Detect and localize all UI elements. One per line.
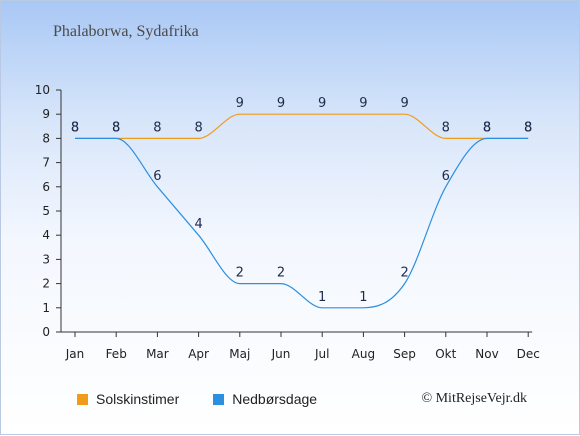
legend-swatch-sun: [77, 393, 88, 405]
y-tick-label: 10: [35, 83, 50, 97]
copyright-notice: © MitRejseVejr.dk: [421, 391, 527, 406]
y-tick-label: 8: [42, 131, 50, 145]
data-label-rain: 8: [112, 120, 120, 135]
x-tick-label: Feb: [106, 347, 127, 361]
data-label-rain: 6: [153, 169, 161, 184]
data-label-rain: 8: [71, 120, 79, 135]
data-label-sun: 9: [277, 96, 285, 111]
y-tick-label: 5: [42, 204, 50, 218]
data-label-sun: 8: [524, 120, 532, 135]
legend-item-sun: Solskinstimer: [77, 391, 179, 407]
data-label-rain: 6: [442, 169, 450, 184]
legend-label-rain: Nedbørsdage: [232, 391, 318, 407]
data-label-sun: 9: [318, 96, 326, 111]
y-tick-label: 6: [42, 180, 50, 194]
data-label-rain: 2: [277, 266, 285, 281]
data-label-sun: 8: [442, 120, 450, 135]
series-line-rain: [74, 137, 529, 309]
data-label-rain: 2: [400, 266, 408, 281]
x-tick-label: Jul: [314, 347, 329, 361]
y-tick-label: 3: [42, 252, 50, 266]
chart-title: Phalaborwa, Sydafrika: [53, 23, 199, 40]
legend: Solskinstimer Nedbørsdage: [77, 391, 351, 407]
y-tick-label: 2: [42, 277, 50, 291]
data-label-sun: 9: [359, 96, 367, 111]
data-label-sun: 8: [71, 120, 79, 135]
x-tick-label: Mar: [146, 347, 169, 361]
data-label-sun: 8: [112, 120, 120, 135]
series-line-sun: [74, 113, 529, 140]
x-tick-label: Okt: [435, 347, 456, 361]
x-tick-label: Aug: [352, 347, 375, 361]
legend-item-rain: Nedbørsdage: [213, 391, 317, 407]
x-tick-label: Sep: [393, 347, 416, 361]
data-label-sun: 9: [400, 96, 408, 111]
x-tick-label: Jan: [65, 347, 85, 361]
legend-label-sun: Solskinstimer: [96, 391, 180, 407]
data-label-sun: 8: [194, 120, 202, 135]
data-label-rain: 8: [483, 120, 491, 135]
data-label-sun: 9: [236, 96, 244, 111]
y-tick-label: 0: [42, 325, 50, 339]
data-label-rain: 8: [524, 120, 532, 135]
data-label-rain: 4: [194, 217, 202, 232]
x-tick-label: Jun: [271, 347, 291, 361]
data-label-sun: 8: [483, 120, 491, 135]
x-tick-label: Dec: [517, 347, 540, 361]
legend-swatch-rain: [213, 393, 225, 405]
y-tick-label: 9: [42, 107, 50, 121]
y-tick-label: 1: [42, 301, 50, 315]
y-tick-label: 7: [42, 156, 50, 170]
data-label-rain: 1: [318, 290, 326, 305]
data-label-rain: 1: [359, 290, 367, 305]
data-label-rain: 2: [236, 266, 244, 281]
x-tick-label: Maj: [229, 347, 250, 361]
data-label-sun: 8: [153, 120, 161, 135]
x-tick-label: Nov: [475, 347, 498, 361]
y-tick-label: 4: [42, 228, 50, 242]
x-tick-label: Apr: [188, 347, 209, 361]
